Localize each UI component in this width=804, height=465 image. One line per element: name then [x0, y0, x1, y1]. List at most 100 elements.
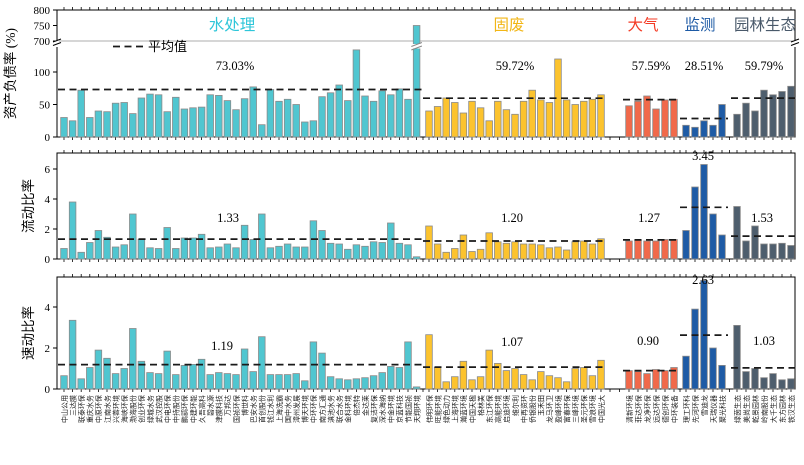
bar — [111, 246, 120, 260]
company-label: 高能环境 — [494, 395, 503, 423]
bar — [442, 381, 450, 390]
bar — [537, 244, 545, 260]
bar — [275, 245, 283, 260]
bar — [318, 230, 326, 260]
bar — [787, 378, 795, 390]
bar — [94, 110, 103, 138]
bar — [682, 124, 690, 138]
bar — [120, 102, 128, 138]
company-label: 钱江水利 — [266, 395, 275, 423]
bar — [301, 380, 309, 390]
bar — [643, 95, 651, 138]
bar — [652, 108, 660, 138]
bar — [335, 84, 343, 138]
company-label: 菲达环保 — [634, 395, 643, 423]
bar — [718, 234, 726, 260]
bar — [111, 102, 120, 138]
bar — [404, 244, 412, 260]
company-label: 天瑞仪器 — [709, 395, 718, 423]
bar-break-gap — [411, 44, 422, 49]
bar — [760, 243, 768, 260]
average-value-label: 28.51% — [685, 59, 724, 73]
bar — [588, 98, 597, 138]
bars-current-group5 — [733, 206, 795, 260]
bar — [760, 89, 768, 138]
bar — [643, 373, 651, 390]
company-label: 中建环能 — [189, 395, 198, 423]
panel-debt: 0 50 100 700 750 800 资产负债率 (%) 73.03% 59.72% 57.5… — [2, 5, 800, 144]
group-header-3: 大气 — [627, 16, 658, 34]
company-label: 中持股份 — [172, 395, 181, 423]
y-tick-label: 2 — [45, 343, 51, 355]
bar — [580, 100, 588, 138]
bar — [68, 319, 77, 390]
company-label: 久吾高科 — [197, 395, 206, 423]
bar — [335, 378, 343, 390]
bar — [77, 378, 85, 390]
y-axis-title: 资产负债率 (%) — [2, 28, 18, 119]
company-label: 旺能环境 — [433, 395, 442, 423]
company-label: 南方汇通 — [318, 395, 327, 423]
legend: 平均值 — [113, 39, 187, 54]
average-value-label: 3.45 — [692, 149, 714, 163]
bar — [163, 227, 171, 260]
bar — [223, 100, 232, 138]
panel-quick: 0 2 4 速动比率 1.19 1.07 0.90 2.63 1.03 — [20, 273, 797, 396]
bar — [476, 376, 485, 390]
average-value-label: 1.33 — [217, 211, 239, 225]
bar — [519, 100, 528, 138]
bar — [733, 206, 741, 260]
company-label: 碧水源 — [206, 395, 215, 416]
bar — [571, 368, 579, 390]
bar — [468, 251, 476, 260]
bar — [180, 364, 189, 390]
company-label: 万邦达 — [223, 395, 232, 416]
bar — [588, 375, 597, 390]
bar — [769, 94, 777, 138]
bar — [163, 350, 171, 390]
bar — [742, 240, 750, 260]
company-label: 岭南股份 — [760, 395, 769, 423]
company-label: 武汉控股 — [154, 395, 163, 423]
company-label: 中再资环 — [519, 395, 528, 423]
bars-debt-group2 — [425, 58, 605, 138]
company-label: 漳州发展 — [292, 395, 301, 423]
company-label: 鹏鹞环保 — [180, 395, 189, 423]
bar — [433, 243, 442, 260]
bar — [425, 110, 433, 138]
company-label: 雪浪环境 — [588, 395, 597, 423]
company-label: 清新环境 — [625, 395, 634, 423]
bar — [258, 213, 266, 260]
bar — [326, 376, 335, 390]
bar — [258, 124, 266, 138]
bar — [652, 240, 660, 260]
bar — [146, 247, 154, 260]
x-axis-company-labels: 中山公用 三达膜 联泰环保 重庆水务 中原环保 江南水务 兴蓉环境 海峡环保 渤海股份 创业环保绿… — [60, 395, 796, 423]
bar — [352, 378, 361, 390]
bar — [433, 367, 442, 390]
y-tick-label: 100 — [34, 67, 51, 79]
bar — [172, 96, 180, 138]
company-label: 联泰环保 — [77, 395, 86, 423]
bar — [537, 99, 545, 138]
bar — [215, 246, 223, 260]
bar — [369, 100, 378, 138]
bar — [412, 386, 421, 390]
bar — [378, 90, 386, 138]
bar — [266, 374, 275, 390]
company-label: 中国光大 — [597, 395, 606, 423]
bar — [223, 243, 232, 260]
company-label: 瀚蓝环境 — [459, 395, 468, 423]
bar — [691, 126, 699, 138]
bars-debt-group1 — [60, 25, 423, 138]
company-label: 中电环保 — [163, 395, 172, 423]
bar — [395, 242, 404, 260]
bar — [60, 117, 68, 138]
y-tick-label: 0 — [45, 254, 51, 266]
bar — [468, 379, 476, 390]
y-tick-label: 800 — [34, 5, 51, 17]
bars-current-group2 — [425, 225, 605, 260]
bar — [86, 242, 94, 260]
company-label: 天翔环境 — [412, 395, 421, 423]
